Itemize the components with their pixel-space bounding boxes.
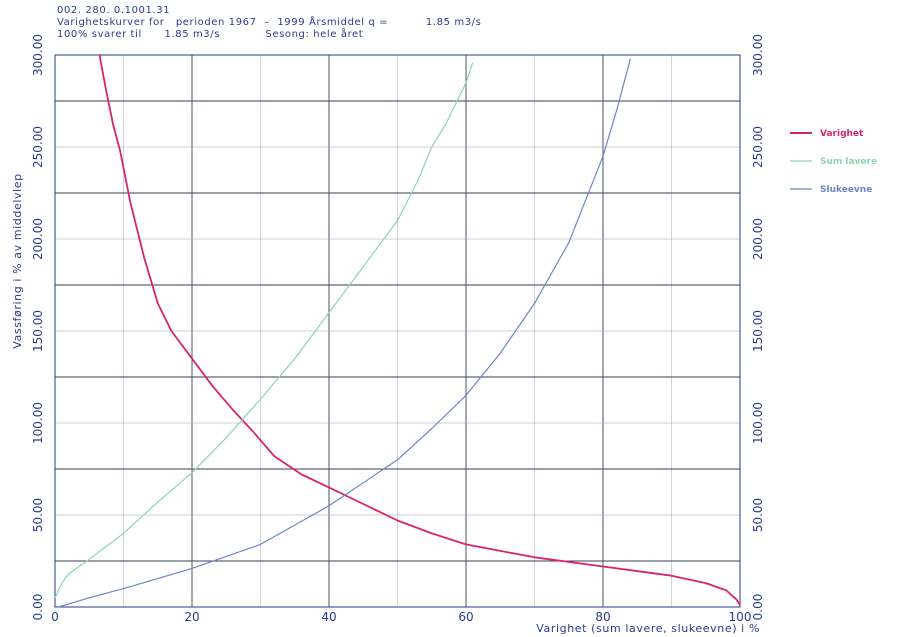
x-tick-label: 60 <box>458 610 473 624</box>
x-tick-label: 100 <box>729 610 752 624</box>
x-tick-labels: 0 20 40 60 80 100 <box>51 610 751 624</box>
x-tick-label: 20 <box>184 610 199 624</box>
y-tick-label-right: 250.00 <box>751 126 765 168</box>
y-tick-label-right: 150.00 <box>751 310 765 352</box>
y-tick-label-left: 50.00 <box>31 498 45 532</box>
y-tick-labels-right: 0.00 50.00 100.00 150.00 200.00 250.00 300.00 <box>751 34 765 620</box>
y-tick-label-right: 0.00 <box>751 594 765 621</box>
y-tick-label-right: 300.00 <box>751 34 765 76</box>
chart-header-id: 002. 280. 0.1001.31 <box>57 5 171 16</box>
y-tick-label-left: 100.00 <box>31 402 45 444</box>
grid <box>54 54 741 608</box>
x-tick-label: 40 <box>321 610 336 624</box>
x-axis-title: Varighet (sum lavere, slukeevne) i % <box>536 622 760 635</box>
y-tick-label-right: 50.00 <box>751 498 765 532</box>
y-tick-labels-left: 0.00 50.00 100.00 150.00 200.00 250.00 300.00 <box>31 34 45 620</box>
y-tick-label-left: 150.00 <box>31 310 45 352</box>
chart-header-info: 100% svarer til 1.85 m3/s Sesong: hele å… <box>57 29 364 40</box>
y-tick-label-left: 200.00 <box>31 218 45 260</box>
legend-label: Varighet <box>820 129 864 139</box>
plot-frame <box>54 54 741 608</box>
legend-label: Slukeevne <box>820 185 872 195</box>
x-tick-label: 80 <box>595 610 610 624</box>
y-tick-label-left: 0.00 <box>31 594 45 621</box>
y-tick-label-left: 300.00 <box>31 34 45 76</box>
y-tick-label-right: 100.00 <box>751 402 765 444</box>
y-axis-title: Vassføring i % av middelvlep <box>11 173 24 348</box>
x-tick-label: 0 <box>51 610 59 624</box>
y-tick-label-right: 200.00 <box>751 218 765 260</box>
series-line-varighet <box>98 54 741 606</box>
legend: Varighet Sum lavere Slukeevne <box>790 129 877 195</box>
y-tick-label-left: 250.00 <box>31 126 45 168</box>
chart-header-title: Varighetskurver for perioden 1967 – 1999… <box>57 17 482 28</box>
series-lines <box>54 54 741 608</box>
series-line-sum-lavere <box>54 62 474 599</box>
series-line-slukeevne <box>58 58 631 608</box>
legend-label: Sum lavere <box>820 157 877 167</box>
